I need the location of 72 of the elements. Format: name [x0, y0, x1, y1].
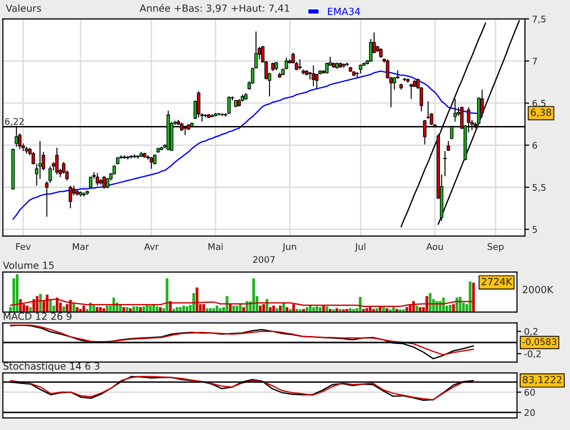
- candlestick: [68, 185, 72, 209]
- candlestick: [48, 166, 52, 184]
- y-tick-label: 7: [532, 58, 537, 64]
- x-tick-label: Mai: [208, 243, 223, 250]
- bar: [186, 306, 188, 312]
- x-tick-label: Jul: [354, 243, 366, 252]
- bar: [236, 306, 238, 312]
- bar: [352, 308, 355, 312]
- y-tick-label: 7,5: [532, 16, 546, 24]
- x-axis-title: 2007: [253, 256, 275, 263]
- bar: [146, 304, 148, 312]
- text: 2000K: [522, 286, 554, 294]
- text: 6,38: [530, 108, 552, 117]
- x-tick-label: Jun: [282, 243, 296, 252]
- candlestick: [298, 58, 302, 70]
- bar: [442, 298, 445, 312]
- candlestick: [379, 48, 383, 58]
- chart-title: MACD 12 26 9: [4, 312, 72, 320]
- chart-title: Volume 15: [2, 261, 54, 269]
- bar: [372, 308, 375, 312]
- y-tick-label: 6: [532, 142, 538, 149]
- x-tick-label: Avr: [144, 243, 159, 250]
- bar: [126, 307, 128, 312]
- bar: [206, 308, 208, 312]
- bar: [136, 306, 138, 312]
- chart-title: Stochastique 14 6 3: [3, 362, 100, 372]
- text: 83,1222: [522, 376, 562, 384]
- bar: [216, 306, 218, 312]
- x-tick-label: Mar: [72, 243, 90, 250]
- bar: [362, 308, 365, 312]
- text: -0,0583: [522, 338, 556, 346]
- y-tick-label: 20: [524, 409, 535, 416]
- candlestick: [102, 176, 106, 190]
- candlestick: [55, 147, 59, 176]
- candlestick: [96, 172, 100, 186]
- candlestick: [410, 83, 413, 100]
- bar: [166, 278, 168, 312]
- y-tick-label: 5: [532, 226, 537, 233]
- candlestick: [453, 98, 457, 122]
- bar: [276, 308, 278, 312]
- bar: [286, 307, 288, 312]
- bar: [296, 308, 298, 312]
- candlestick: [312, 64, 316, 87]
- bar: [226, 296, 228, 312]
- y-tick-label: 0,2: [524, 328, 538, 336]
- x-tick-label: Aou: [426, 243, 443, 250]
- bar: [316, 306, 318, 312]
- text: Année +Bas: 3,97 +Haut: 7,41: [140, 4, 290, 13]
- bar: [29, 307, 32, 312]
- y-tick-label: 6,5: [532, 100, 546, 108]
- candlestick: [443, 150, 447, 177]
- candlestick: [153, 154, 156, 166]
- ref-line-label: 6,22: [5, 118, 24, 126]
- legend-label: EMA34: [328, 8, 360, 16]
- bar: [306, 307, 308, 312]
- candlestick: [150, 156, 154, 170]
- text: 2724K: [482, 278, 512, 286]
- x-tick-label: Sep: [488, 243, 504, 252]
- y-tick-label: 60: [524, 388, 535, 396]
- x-tick-label: Fev: [16, 243, 31, 250]
- candlestick: [196, 90, 200, 118]
- bar: [382, 307, 385, 312]
- candlestick: [358, 64, 362, 74]
- y-tick-label: -0,2: [524, 350, 541, 358]
- legend-title: Valeurs: [6, 4, 41, 12]
- bar: [392, 307, 395, 312]
- y-tick-label: 5,5: [532, 184, 546, 192]
- bar: [156, 306, 158, 312]
- bar: [106, 306, 108, 312]
- bar: [176, 307, 178, 312]
- candlestick: [446, 140, 450, 152]
- bar: [79, 308, 82, 312]
